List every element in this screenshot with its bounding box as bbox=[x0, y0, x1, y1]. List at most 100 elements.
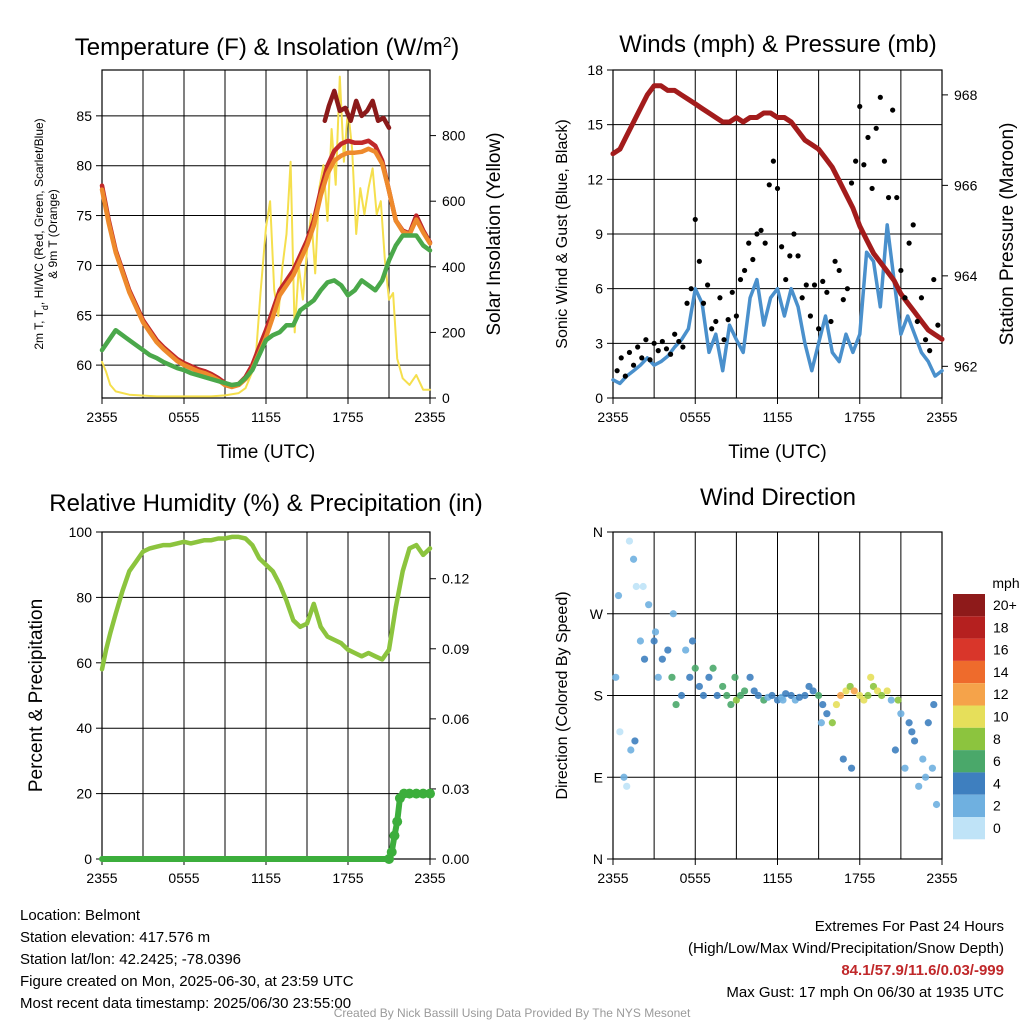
x-tick-label: 1755 bbox=[332, 409, 363, 425]
gust-point bbox=[890, 107, 896, 113]
direction-point bbox=[864, 691, 872, 700]
legend-swatch bbox=[953, 794, 985, 817]
y2-axis-label: Station Pressure (Maroon) bbox=[997, 123, 1018, 346]
insolation-line bbox=[101, 75, 431, 398]
legend-swatch bbox=[953, 683, 985, 706]
max-gust-text: Max Gust: 17 mph On 06/30 at 1935 UTC bbox=[726, 984, 1004, 1001]
y-tick-label: 12 bbox=[587, 171, 603, 187]
direction-point bbox=[686, 673, 694, 681]
direction-point bbox=[815, 691, 823, 700]
gust-point bbox=[643, 337, 649, 343]
gust-point bbox=[840, 297, 846, 303]
gust-point bbox=[816, 326, 822, 332]
gust-point bbox=[922, 337, 929, 343]
direction-point bbox=[719, 682, 727, 691]
legend-swatch bbox=[953, 705, 985, 728]
winds-panel: 2355 0555 1155 1755 2355 0 3 6 9 12 15 18 962 964 966 9… bbox=[554, 62, 1018, 463]
y-tick-label: 70 bbox=[76, 257, 92, 273]
direction-point bbox=[928, 764, 937, 772]
y-tick-label: 20 bbox=[76, 786, 92, 802]
legend-label: 2 bbox=[993, 798, 1001, 814]
temperature-title: Temperature (F) & Insolation (W/m2) bbox=[75, 34, 459, 62]
y2-tick-label: 0.00 bbox=[442, 851, 469, 867]
x-tick-label: 2355 bbox=[926, 409, 957, 425]
y2-tick-label: 0.12 bbox=[442, 571, 469, 587]
y-tick-label: E bbox=[594, 769, 603, 785]
y2-tick-label: 0.09 bbox=[442, 641, 469, 657]
wind-direction-title: Wind Direction bbox=[700, 484, 856, 511]
gust-point bbox=[622, 373, 628, 379]
precip-point bbox=[425, 788, 435, 799]
precip-point bbox=[386, 846, 397, 857]
gust-point bbox=[684, 300, 690, 306]
gust-point bbox=[754, 231, 760, 237]
direction-point bbox=[795, 693, 804, 701]
gust-point bbox=[894, 194, 900, 201]
gust-point bbox=[820, 278, 826, 284]
extremes-values: 84.1/57.9/11.6/0.03/-999 bbox=[841, 962, 1004, 979]
y-tick-label: 40 bbox=[76, 720, 92, 736]
direction-point bbox=[713, 691, 721, 700]
rh-line bbox=[99, 534, 433, 672]
gust-point bbox=[844, 286, 851, 292]
gust-point bbox=[766, 182, 772, 188]
direction-point bbox=[836, 691, 845, 700]
x-tick-label: 1755 bbox=[332, 870, 363, 886]
latlon-text: Station lat/lon: 42.2425; -78.0396 bbox=[20, 951, 242, 968]
direction-point bbox=[640, 655, 649, 663]
gust-point bbox=[746, 240, 752, 246]
direction-point bbox=[668, 673, 676, 681]
direction-point bbox=[699, 691, 708, 700]
gust-point bbox=[655, 348, 661, 354]
direction-point bbox=[723, 691, 731, 700]
gust-point bbox=[873, 125, 879, 131]
gust-point bbox=[869, 185, 875, 192]
gust-point bbox=[729, 289, 735, 295]
direction-point bbox=[897, 710, 905, 718]
direction-point bbox=[754, 691, 762, 700]
gust-point bbox=[770, 158, 776, 164]
legend-label: 4 bbox=[993, 775, 1001, 791]
y-tick-label: 0 bbox=[84, 851, 92, 867]
y2-tick-label: 968 bbox=[954, 87, 978, 103]
gust-point bbox=[700, 300, 707, 306]
gust-point bbox=[935, 322, 941, 328]
station-info: Location: Belmont Station elevation: 417… bbox=[20, 905, 354, 1015]
pressure-line bbox=[610, 83, 945, 342]
y2-axis-label: Solar Insolation (Yellow) bbox=[484, 132, 505, 335]
legend-swatch bbox=[953, 750, 985, 773]
legend-label: 8 bbox=[993, 731, 1001, 747]
gust-point bbox=[696, 258, 702, 264]
x-tick-label: 1155 bbox=[251, 409, 281, 425]
precip-point bbox=[389, 830, 400, 841]
extremes-subheading: (High/Low/Max Wind/Precipitation/Snow De… bbox=[688, 940, 1004, 957]
legend-label: 16 bbox=[993, 642, 1009, 658]
direction-point bbox=[688, 637, 697, 645]
gust-point bbox=[914, 318, 920, 325]
gust-point bbox=[836, 267, 842, 274]
gust-point bbox=[672, 331, 678, 337]
gust-point bbox=[676, 338, 682, 345]
y2-tick-label: 0.06 bbox=[442, 711, 469, 727]
x-tick-label: 0555 bbox=[680, 870, 711, 886]
x-tick-label: 2355 bbox=[86, 870, 117, 886]
direction-point bbox=[741, 687, 749, 695]
legend-label: 10 bbox=[993, 709, 1009, 725]
y2-tick-label: 964 bbox=[954, 268, 978, 284]
heat-index-line bbox=[322, 88, 392, 131]
gust-point bbox=[853, 158, 859, 164]
precip-point bbox=[404, 788, 415, 799]
direction-point bbox=[887, 696, 895, 704]
gust-point bbox=[898, 267, 904, 274]
direction-point bbox=[905, 719, 913, 727]
direction-point bbox=[677, 691, 686, 700]
y-tick-label: 60 bbox=[76, 655, 92, 671]
y-axis-label: Direction (Colored By Speed) bbox=[554, 591, 571, 799]
legend-label: 12 bbox=[993, 686, 1009, 702]
x-tick-label: 2355 bbox=[414, 870, 445, 886]
gust-point bbox=[680, 344, 686, 350]
y-axis-label: Percent & Precipitation bbox=[26, 599, 47, 792]
y-tick-label: 65 bbox=[76, 307, 92, 323]
y-tick-label: 3 bbox=[595, 335, 603, 351]
y-tick-label: 18 bbox=[587, 62, 603, 78]
